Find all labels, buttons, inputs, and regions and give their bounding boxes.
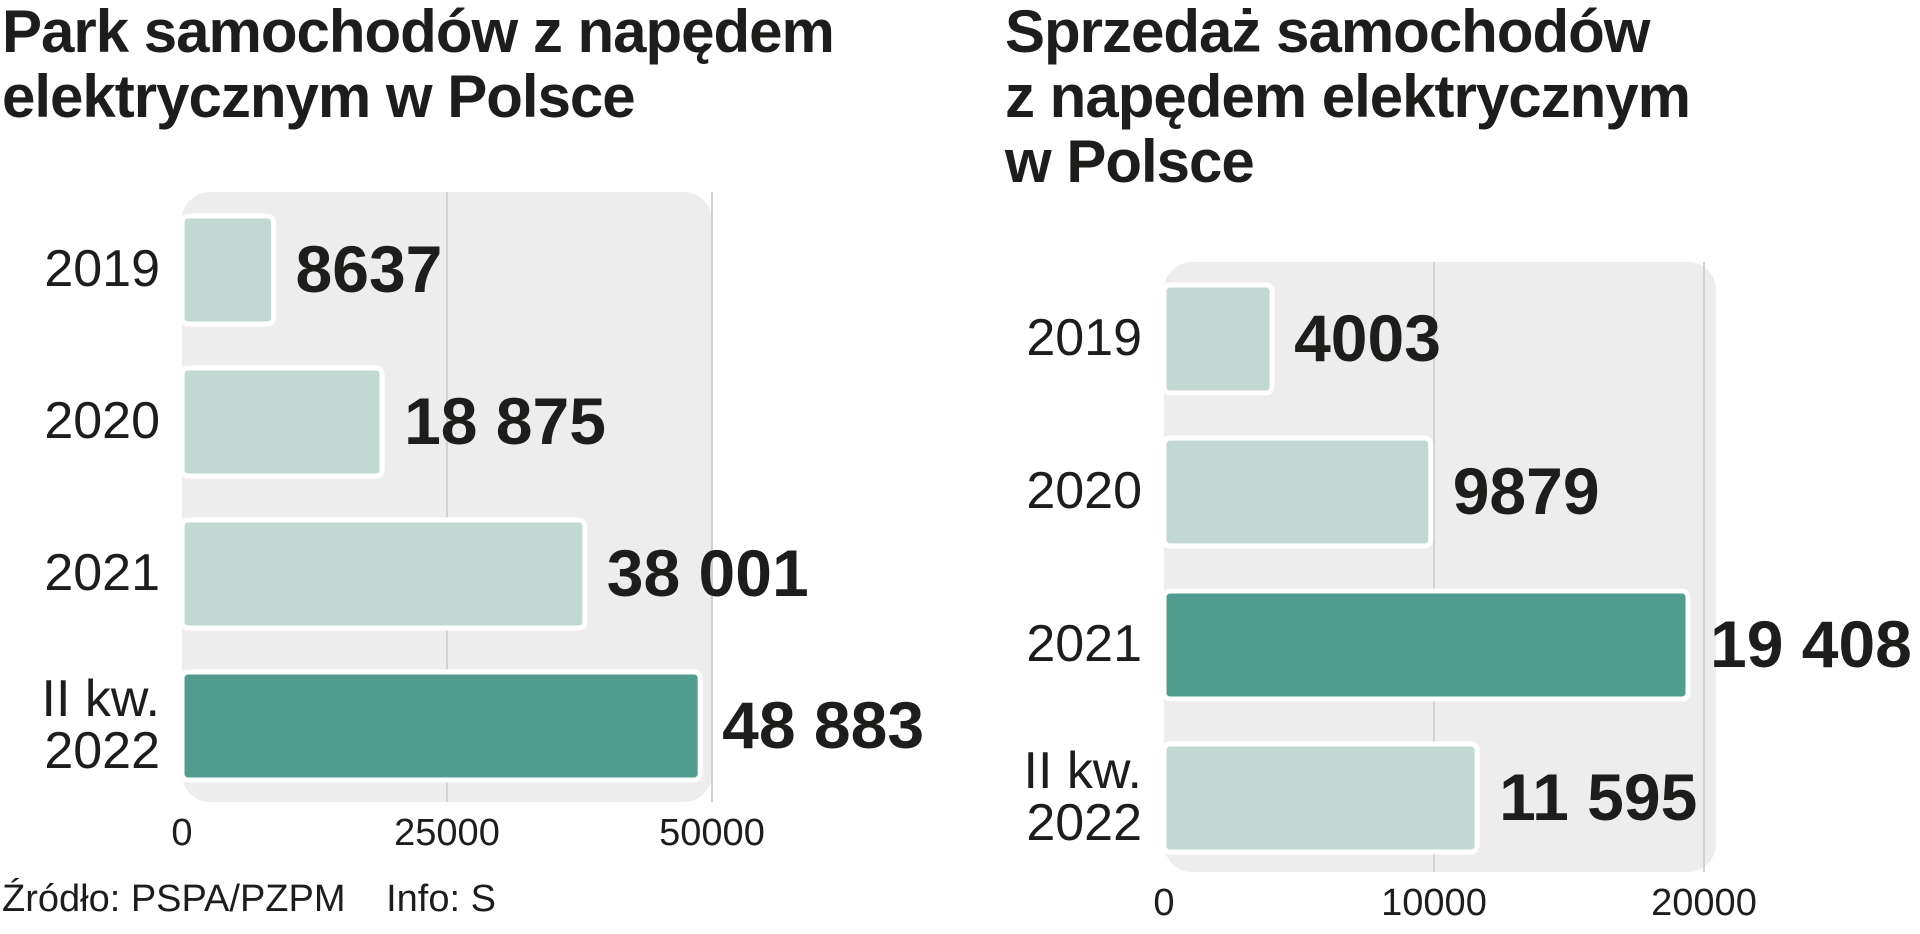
fleet-category-label: II kw. 2022 [42,670,160,780]
chart-title-sales: Sprzedaż samochodów z napędem elektryczny… [1005,0,1691,195]
sales-bar-1 [1161,435,1434,549]
source-text: Źródło: PSPA/PZPM [2,878,346,920]
chart-title-fleet: Park samochodów z napędem elektrycznym w … [2,0,835,130]
fleet-bar-1 [179,365,385,479]
sales-bar-2 [1161,588,1691,702]
sales-value-label: 4003 [1294,301,1441,375]
fleet-value-label: 38 001 [607,536,809,610]
fleet-bar-2 [179,517,588,631]
fleet-tick-label: 50000 [659,812,765,854]
fleet-value-label: 8637 [296,232,443,306]
fleet-tick-label: 0 [171,812,192,854]
fleet-value-label: 48 883 [722,688,924,762]
sales-tick-label: 10000 [1381,882,1487,924]
sales-value-label: 11 595 [1499,760,1697,834]
source-note: Źródło: PSPA/PZPM Info: S [2,878,526,921]
sales-category-label: 2020 [1026,462,1142,520]
fleet-tick-label: 25000 [394,812,500,854]
fleet-category-label: 2020 [44,392,160,450]
sales-bar-3 [1161,741,1480,855]
sales-category-label: 2019 [1026,309,1142,367]
sales-panel [1164,262,1716,872]
info-text: Info: S [386,878,496,920]
sales-tick-label: 20000 [1651,882,1757,924]
sales-bar-0 [1161,282,1275,396]
fleet-value-label: 18 875 [404,384,606,458]
fleet-bar-0 [179,213,277,327]
sales-category-label: 2021 [1026,615,1142,673]
sales-category-label: II kw. 2022 [1024,742,1142,852]
sales-tick-label: 0 [1153,882,1174,924]
fleet-category-label: 2019 [44,240,160,298]
fleet-bar-3 [179,669,703,783]
sales-value-label: 9879 [1453,454,1600,528]
sales-value-label: 19 408 [1710,607,1912,681]
fleet-category-label: 2021 [44,544,160,602]
